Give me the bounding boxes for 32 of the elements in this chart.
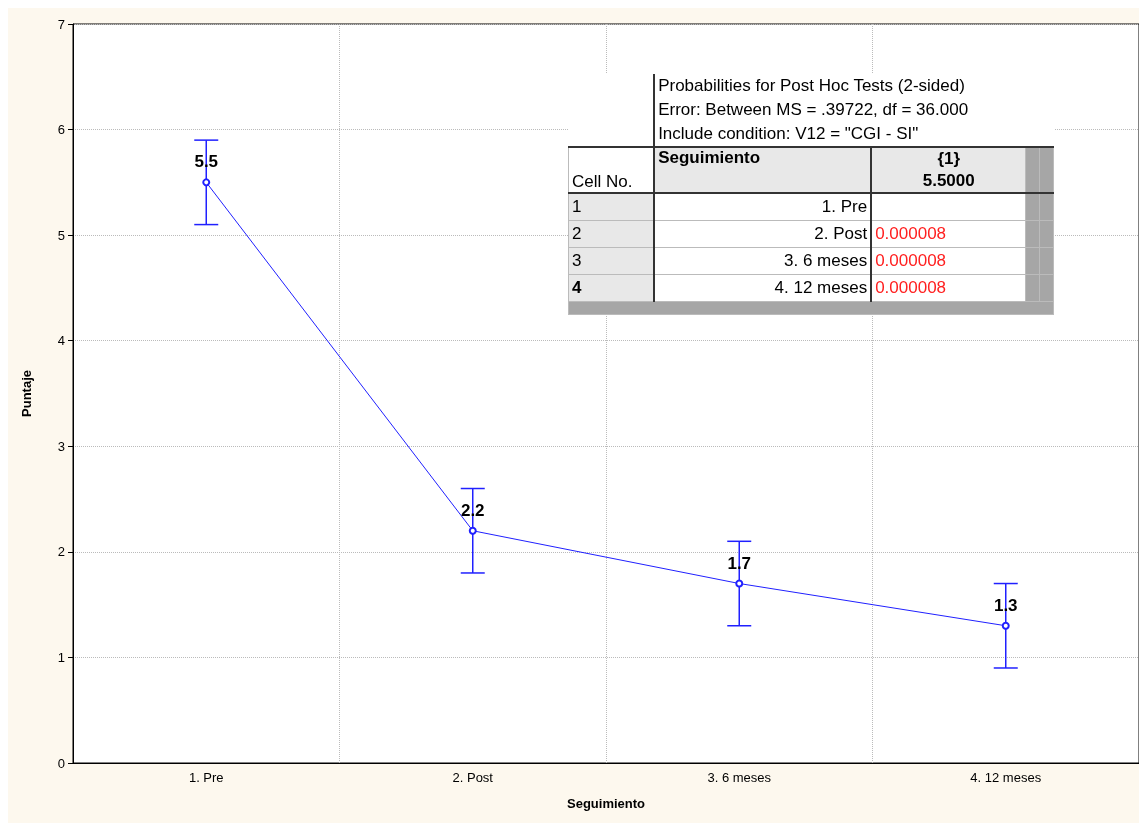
annotation: 0.000008: [871, 247, 1026, 275]
y-tick-label: 0: [57, 755, 65, 771]
x-tick-label: 2. Post: [452, 770, 494, 785]
y-tick-label: 6: [57, 122, 65, 138]
annotation: 4. 12 meses: [654, 274, 872, 302]
y-tick-label: 5: [57, 227, 65, 243]
annotation: 2. Post: [654, 220, 872, 248]
annotation: 4: [568, 274, 655, 302]
x-axis-title: Seguimiento: [566, 796, 646, 811]
annotation: 0.000008: [871, 274, 1026, 302]
annotation: 3: [568, 247, 655, 275]
y-tick-label: 4: [57, 333, 65, 349]
annotation: 1: [568, 193, 655, 221]
annotation: Cell No.: [568, 147, 655, 193]
y-tick-label: 7: [57, 16, 65, 32]
annotation: 1. Pre: [654, 193, 872, 221]
annotation: 2: [568, 220, 655, 248]
y-tick-label: 3: [57, 438, 65, 454]
y-tick-label: 1: [57, 649, 65, 665]
annotation: Include condition: V12 = "CGI - SI": [658, 123, 920, 145]
x-tick-label: 4. 12 meses: [970, 770, 1042, 785]
annotation: Error: Between MS = .39722, df = 36.000: [658, 99, 970, 121]
x-tick-label: 1. Pre: [188, 770, 224, 785]
annotation: Seguimiento: [654, 147, 872, 193]
annotation: Probabilities for Post Hoc Tests (2-sided): [658, 75, 966, 97]
annotation: 5.5000: [921, 170, 976, 192]
annotation: 0.000008: [871, 220, 1026, 248]
y-axis-title: Puntaje: [19, 370, 34, 417]
annotation: {1}: [936, 148, 962, 170]
y-tick-label: 2: [57, 544, 65, 560]
annotation: 3. 6 meses: [654, 247, 872, 275]
x-tick-label: 3. 6 meses: [707, 770, 772, 785]
